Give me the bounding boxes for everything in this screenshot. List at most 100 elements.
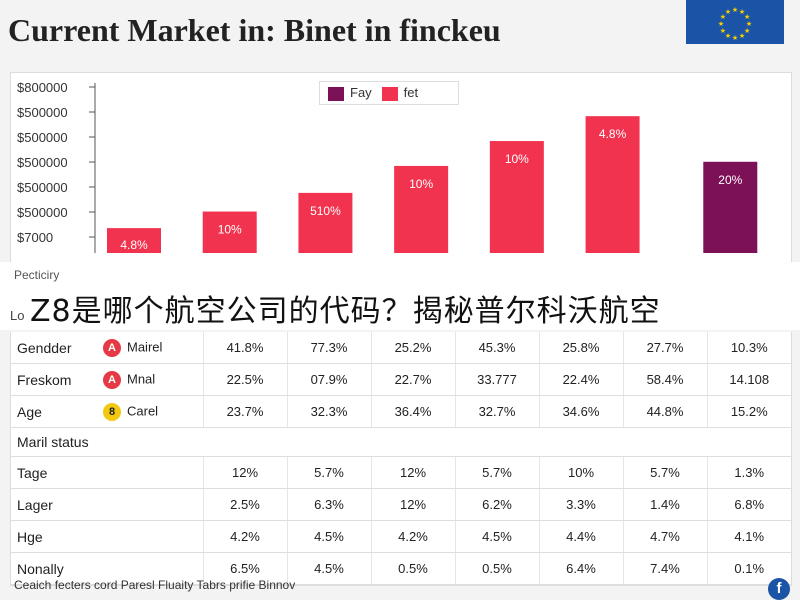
row-category: [103, 488, 203, 521]
table-cell: 0.5%: [370, 552, 455, 585]
table-cell: 4.2%: [202, 520, 287, 553]
row-label: Nonally: [11, 552, 103, 585]
table-cell: 27.7%: [622, 332, 707, 364]
table-cell: 23.7%: [202, 395, 287, 428]
table-cell: 14.108: [706, 363, 791, 396]
row-label: Hge: [11, 520, 103, 553]
table-row: Nonally 6.5% 4.5% 0.5% 0.5% 6.4% 7.4% 0.1%: [11, 552, 791, 585]
table-cell: 15.2%: [706, 395, 791, 428]
bar: [585, 116, 640, 253]
facebook-icon[interactable]: f: [768, 578, 790, 600]
table-cell: 22.7%: [370, 363, 455, 396]
flag-star-icon: ★: [732, 6, 738, 14]
row-label: Lager: [11, 488, 103, 521]
table-cell: 41.8%: [202, 332, 287, 364]
bar: [298, 192, 353, 253]
table-cell: 4.2%: [370, 520, 455, 553]
legend-label-fay: Fay: [350, 85, 372, 101]
table-cell: 36.4%: [370, 395, 455, 428]
table-cell: 25.2%: [370, 332, 455, 364]
table-cell: 32.3%: [286, 395, 371, 428]
table-cell: 4.1%: [706, 520, 791, 553]
flag-star-icon: ★: [739, 8, 745, 16]
table-cell: 5.7%: [286, 456, 371, 489]
table-cell: 5.7%: [622, 456, 707, 489]
bar: [489, 141, 544, 253]
flag-star-icon: ★: [718, 20, 724, 28]
table-cell: 6.4%: [538, 552, 623, 585]
flag-star-icon: ★: [746, 20, 752, 28]
table-cell: 6.2%: [454, 488, 539, 521]
category-badge-icon: A: [103, 370, 121, 389]
table-cell: 12%: [370, 488, 455, 521]
row-category: 8 Carel: [103, 395, 203, 428]
table-row: Freskom A Mnal 22.5% 07.9% 22.7% 33.777 22.4% 58…: [11, 363, 791, 396]
table-cell: 77.3%: [286, 332, 371, 364]
y-tick-label: $500000: [17, 205, 68, 220]
table-row: Tage 12% 5.7% 12% 5.7% 10% 5.7% 1.3%: [11, 456, 791, 489]
bar-data-label: 4.8%: [120, 238, 148, 252]
table-cell: 32.7%: [454, 395, 539, 428]
bar: [703, 161, 758, 253]
banner-edge-label: Lo: [10, 308, 25, 323]
table-cell: 0.5%: [454, 552, 539, 585]
table-row: Hge 4.2% 4.5% 4.2% 4.5% 4.4% 4.7% 4.1%: [11, 520, 791, 553]
table-cell: 6.3%: [286, 488, 371, 521]
category-badge-icon: A: [103, 338, 121, 357]
category-label: Mnal: [127, 370, 156, 386]
table-cell: 45.3%: [454, 332, 539, 364]
legend-swatch-fet: [381, 86, 398, 101]
flag-star-icon: ★: [720, 27, 726, 35]
bar-chart: $800000 $500000 $500000 $500000 $500000 $5000…: [10, 72, 792, 264]
flag-star-icon: ★: [744, 13, 750, 21]
table-cell: 4.5%: [286, 520, 371, 553]
table-cell: 6.8%: [706, 488, 791, 521]
bar-data-label: 510%: [310, 204, 341, 218]
page-title: Current Market in: Binet in finckeu: [8, 12, 501, 48]
bar-data-label: 10%: [409, 177, 433, 191]
table-cell: 4.5%: [454, 520, 539, 553]
section-title: Maril status: [11, 427, 791, 457]
table-cell: 34.6%: [538, 395, 623, 428]
banner-subtitle: Pecticiry: [14, 268, 60, 282]
flag-star-icon: ★: [725, 8, 731, 16]
flag-star-icon: ★: [732, 34, 738, 42]
y-tick-label: $500000: [17, 130, 68, 145]
table-cell: 5.7%: [454, 456, 539, 489]
banner-headline: Z8是哪个航空公司的代码？揭秘普尔科沃航空: [30, 294, 661, 329]
table-cell: 22.5%: [202, 363, 287, 396]
bar-data-label: 10%: [218, 223, 242, 237]
eu-flag-icon: ★ ★ ★ ★ ★ ★ ★ ★ ★ ★ ★ ★: [686, 0, 784, 44]
bar-data-label: 10%: [505, 152, 529, 166]
overlay-banner: Pecticiry Lo Z8是哪个航空公司的代码？揭秘普尔科沃航空: [0, 262, 800, 330]
row-category: [103, 456, 203, 489]
y-tick-label: $800000: [17, 80, 68, 95]
legend-item-fet: fet: [381, 85, 419, 101]
flag-star-icon: ★: [720, 13, 726, 21]
y-tick-label: $500000: [17, 180, 68, 195]
table-cell: 4.5%: [286, 552, 371, 585]
chart-canvas: $800000 $500000 $500000 $500000 $500000 $5000…: [17, 80, 758, 253]
bar-data-label: 4.8%: [599, 127, 627, 141]
flag-star-icon: ★: [739, 32, 745, 40]
bar: [202, 211, 257, 253]
row-label: Gendder: [11, 332, 103, 364]
legend-label-fet: fet: [403, 85, 419, 101]
section-row: Maril status: [11, 427, 791, 457]
table-row: Age 8 Carel 23.7% 32.3% 36.4% 32.7% 34.6% 44.8% 1…: [11, 395, 791, 428]
bar: [394, 165, 449, 253]
row-category: A Mairel: [103, 332, 203, 364]
flag-star-icon: ★: [725, 32, 731, 40]
table-cell: 4.4%: [538, 520, 623, 553]
row-label: Freskom: [11, 363, 103, 396]
table-cell: 2.5%: [202, 488, 287, 521]
table-cell: 12%: [202, 456, 287, 489]
table-row: Gendder A Mairel 41.8% 77.3% 25.2% 45.3% 25.8% 2…: [11, 332, 791, 364]
table-cell: 22.4%: [538, 363, 623, 396]
y-tick-label: $500000: [17, 105, 68, 120]
bar-data-label: 20%: [718, 173, 742, 187]
table-cell: 10.3%: [706, 332, 791, 364]
row-label: Age: [11, 395, 103, 428]
y-tick-label: $7000: [17, 230, 53, 245]
table-cell: 10%: [538, 456, 623, 489]
